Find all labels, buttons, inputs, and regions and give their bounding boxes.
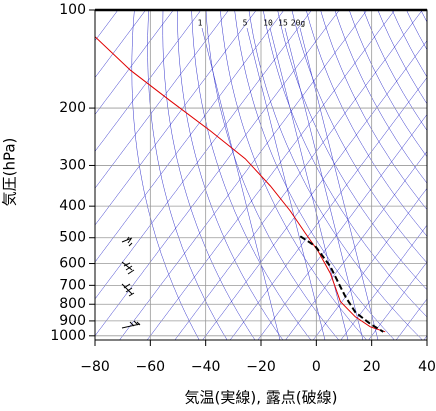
dry-adiabat (191, 10, 312, 340)
isotherm (95, 10, 285, 263)
dry-adiabat (291, 10, 427, 264)
x-tick-label: 40 (418, 359, 436, 375)
mixing-ratio-line (299, 27, 379, 340)
y-tick-label: 100 (59, 2, 86, 18)
mixing-ratio-line (201, 27, 281, 340)
y-tick-label: 300 (59, 157, 86, 173)
y-tick-label: 900 (59, 313, 86, 329)
dry-adiabat (348, 10, 427, 158)
temperature-line (95, 36, 386, 333)
y-tick-label: 400 (59, 198, 86, 214)
mixing-ratio-label: 15 (278, 19, 288, 28)
dry-adiabat (334, 10, 427, 184)
isotherm (229, 77, 427, 340)
dry-adiabat (147, 10, 228, 340)
dry-adiabat (277, 10, 427, 291)
profiles (95, 36, 386, 333)
dry-adiabat (162, 10, 256, 340)
y-tick-label: 800 (59, 296, 86, 312)
y-tick-label: 200 (59, 100, 86, 116)
isotherm (340, 224, 427, 340)
dry-adiabat (131, 10, 200, 340)
wind-barbs (121, 236, 141, 329)
isotherm (368, 261, 427, 340)
dry-adiabat (391, 10, 427, 78)
isotherm (95, 10, 202, 152)
isotherm (285, 150, 427, 340)
isotherm (395, 298, 427, 340)
mixing-ratio-line (246, 27, 326, 340)
x-tick-label: −20 (246, 359, 276, 375)
mixing-ratio-line (284, 27, 364, 340)
y-axis-label: 気圧(hPa) (1, 138, 19, 207)
y-tick-label: 700 (59, 277, 86, 293)
mixing-ratio-label: 20g (291, 19, 306, 28)
dry-adiabat (320, 10, 427, 210)
y-tick-label: 1000 (50, 328, 86, 344)
mixing-ratio-label: 1 (198, 19, 203, 28)
dewpoint-line (299, 235, 384, 333)
isotherm (312, 187, 427, 340)
x-tick-label: 20 (363, 359, 381, 375)
isotherm (95, 10, 257, 226)
isotherm (146, 10, 396, 340)
dry-adiabat (428, 0, 436, 343)
y-tick-label: 500 (59, 230, 86, 246)
isotherm (95, 10, 313, 300)
mixing-ratio-line (269, 27, 349, 340)
dry-adiabat (420, 10, 427, 23)
x-tick-label: −40 (191, 359, 221, 375)
isotherm (423, 335, 427, 340)
dry-adiabat (220, 10, 367, 340)
mixing-ratio-label: 10 (263, 19, 273, 28)
isotherm (95, 10, 174, 115)
x-tick-label: −60 (136, 359, 166, 375)
dry-adiabat (305, 10, 427, 237)
dry-adiabat (205, 10, 340, 340)
isotherm (119, 10, 368, 340)
isotherm (95, 10, 230, 189)
mixing-ratio-label: 5 (243, 19, 248, 28)
isotherm (202, 40, 427, 340)
dry-adiabat (377, 10, 427, 105)
background-lines (95, 0, 436, 343)
dry-adiabat (177, 10, 284, 340)
y-tick-label: 600 (59, 256, 86, 272)
dry-adiabat (262, 10, 427, 318)
grid (89, 9, 428, 346)
dry-adiabat (234, 10, 395, 340)
x-tick-label: 0 (312, 359, 321, 375)
dry-adiabat (248, 10, 423, 340)
x-axis-label: 気温(実線), 露点(破線) (185, 389, 338, 407)
isotherm (95, 10, 340, 337)
isotherm (174, 10, 423, 340)
x-tick-label: −80 (80, 359, 110, 375)
